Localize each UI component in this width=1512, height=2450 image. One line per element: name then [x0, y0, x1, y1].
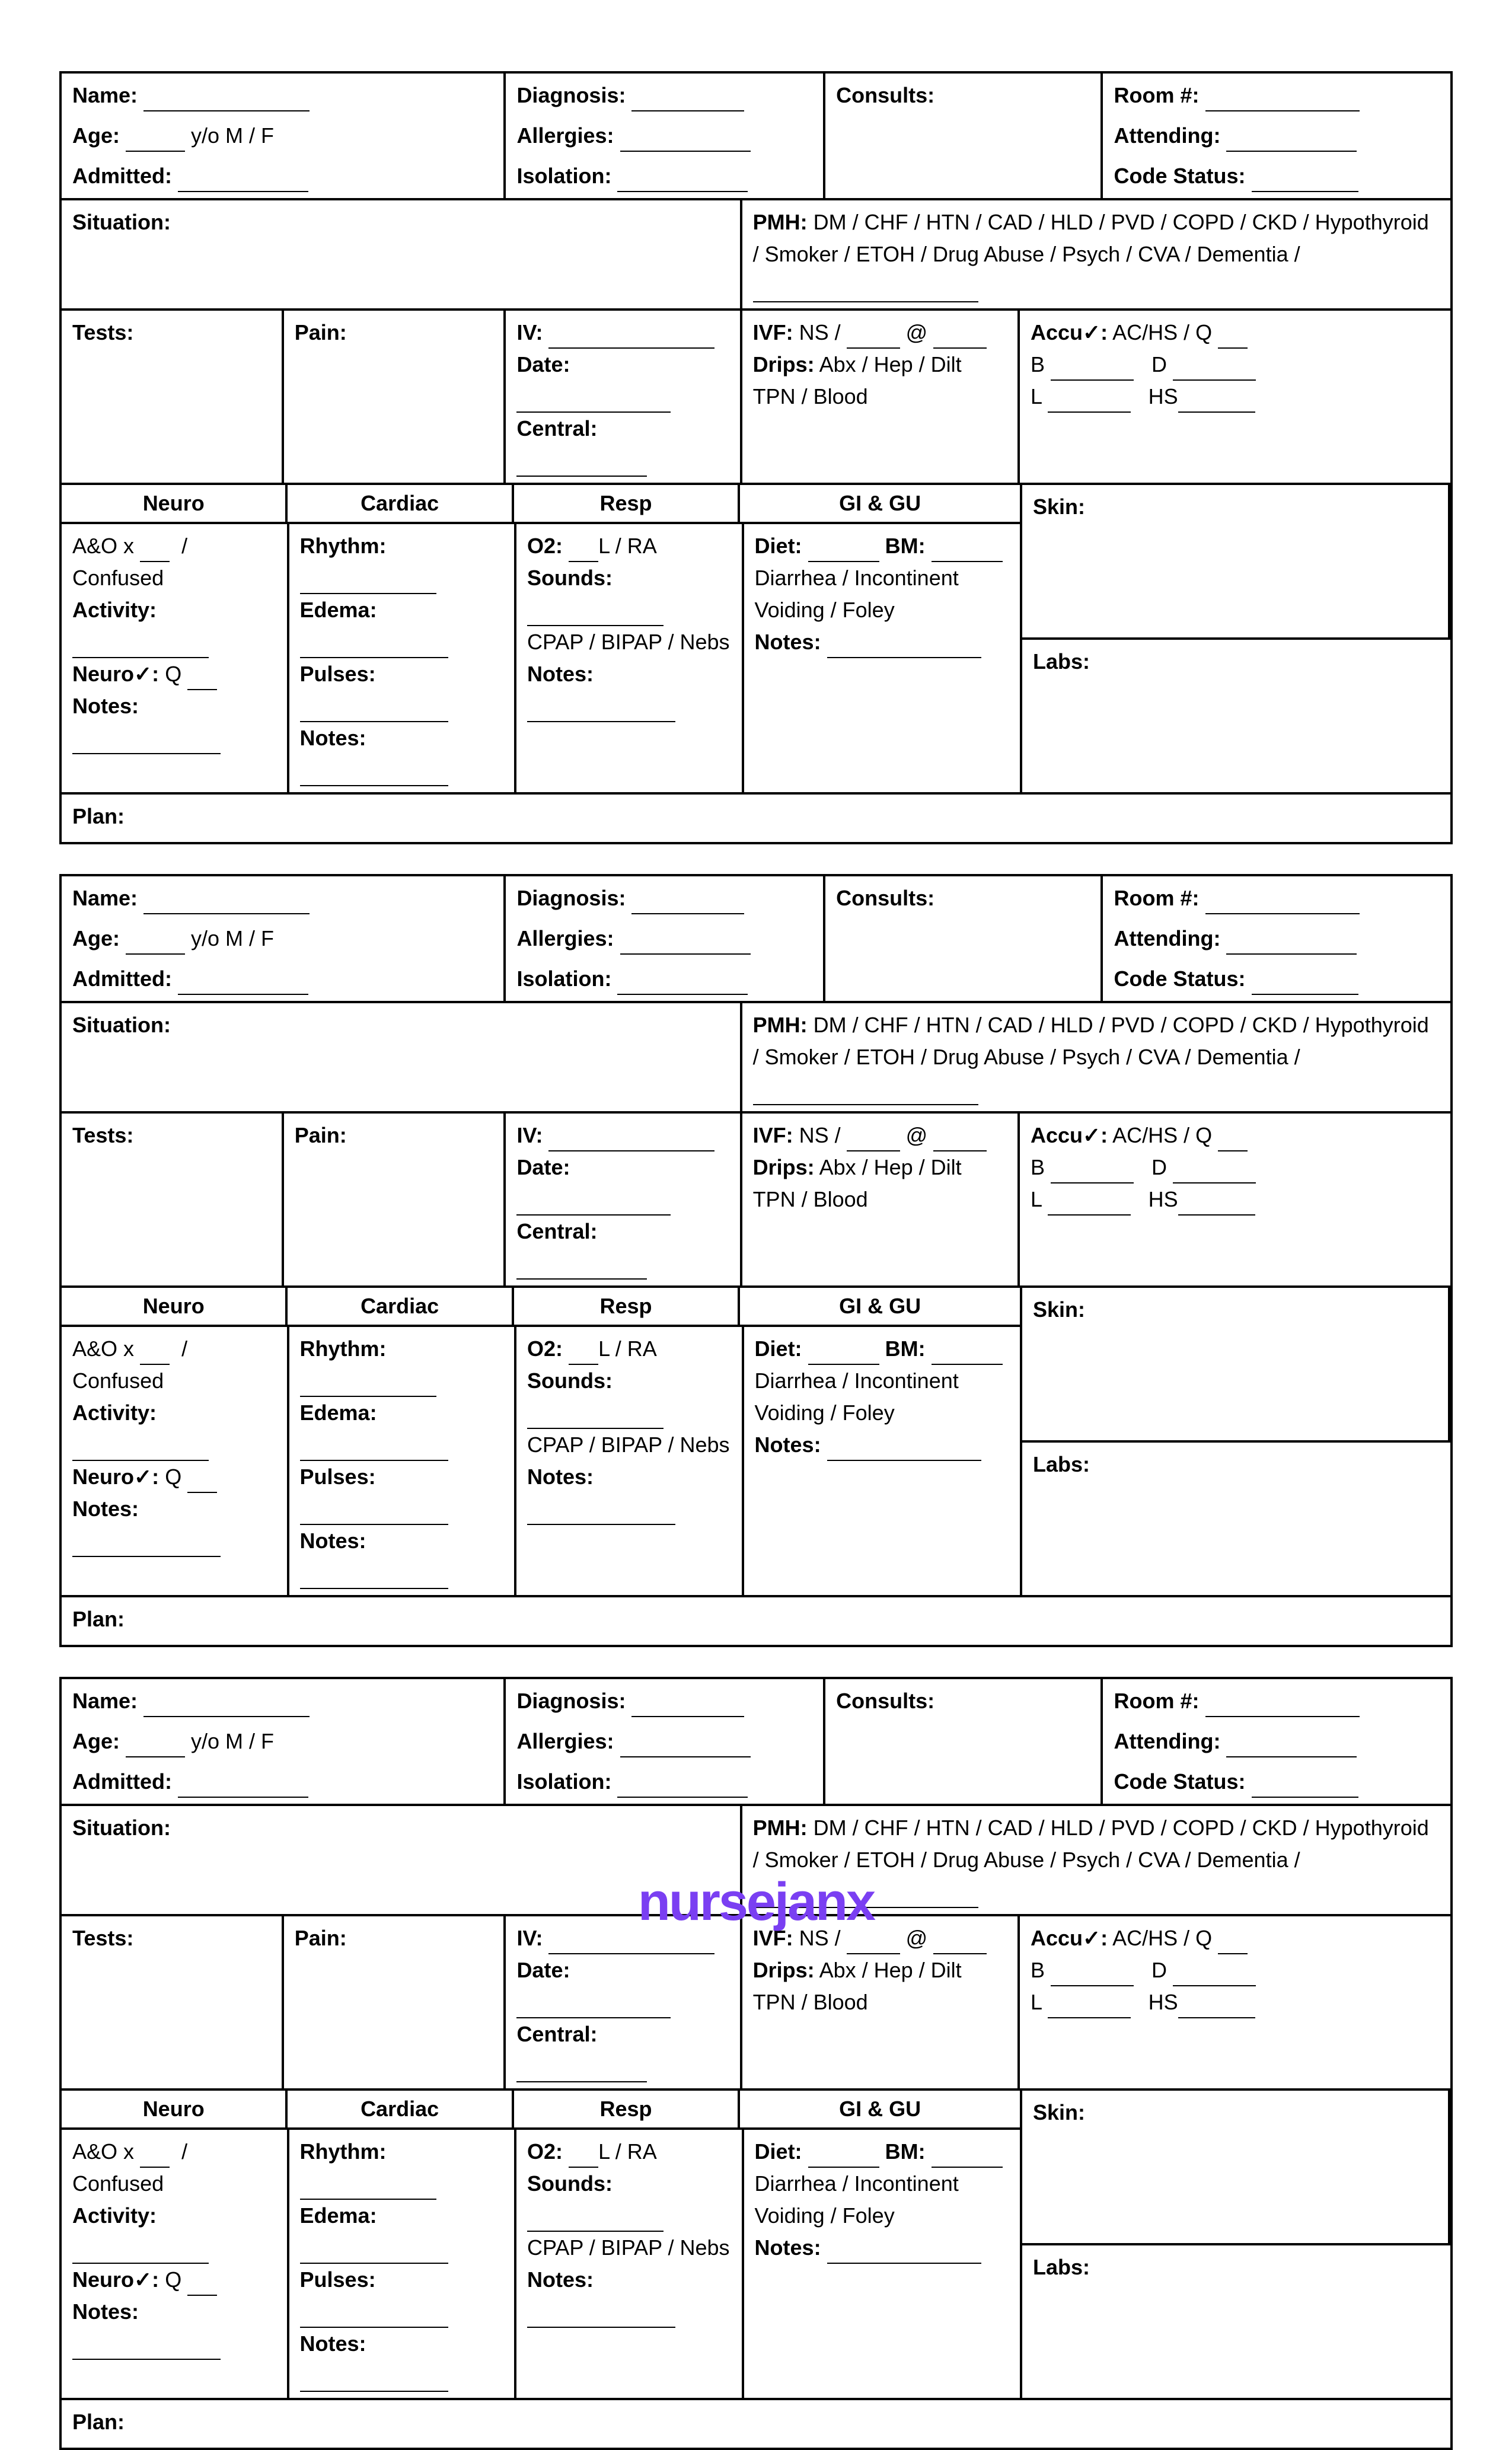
gigu-block: Diet: BM: Diarrhea / Incontinent Voiding… — [744, 524, 1020, 792]
cardiac-block: Rhythm: Edema: Pulses: Notes: — [289, 524, 517, 792]
room-block: Room #: Attending: Code Status: — [1103, 876, 1450, 1001]
labs-block: Labs: — [1022, 640, 1450, 795]
ivf-block: IVF: NS / @ Drips: Abx / Hep / Dilt TPN … — [742, 311, 1020, 483]
accu-block: Accu✓: AC/HS / Q B D L HS — [1020, 311, 1450, 483]
labs-block: Labs: — [1022, 1443, 1450, 1597]
cardiac-header: Cardiac — [288, 1288, 513, 1325]
labs-block: Labs: — [1022, 2245, 1450, 2400]
page: Name: Age: y/o M / F Admitted: Diagnosis… — [0, 0, 1512, 1957]
resp-block: O2: L / RA Sounds: CPAP / BIPAP / Nebs N… — [516, 524, 744, 792]
cardiac-header: Cardiac — [288, 485, 513, 522]
resp-header: Resp — [514, 2091, 740, 2127]
gigu-block: Diet: BM: Diarrhea / Incontinent Voiding… — [744, 2130, 1020, 2398]
tests-block: Tests: — [62, 311, 284, 483]
tests-block: Tests: — [62, 1114, 284, 1285]
patient-card: Name: Age: y/o M / F Admitted: Diagnosis… — [59, 874, 1453, 1647]
cardiac-header: Cardiac — [288, 2091, 513, 2127]
diagnosis-block: Diagnosis: Allergies: Isolation: — [506, 1679, 825, 1804]
situation-block: Situation: — [62, 200, 742, 308]
consults-block: Consults: — [825, 876, 1103, 1001]
tests-block: Tests: — [62, 1916, 284, 2088]
room-block: Room #: Attending: Code Status: — [1103, 74, 1450, 198]
neuro-block: A&O x / Confused Activity: Neuro✓: Q Not… — [62, 524, 289, 792]
cardiac-block: Rhythm: Edema: Pulses: Notes: — [289, 2130, 517, 2398]
pmh-block: PMH: DM / CHF / HTN / CAD / HLD / PVD / … — [742, 200, 1450, 308]
gigu-header: GI & GU — [740, 485, 1020, 522]
consults-block: Consults: — [825, 1679, 1103, 1804]
plan-block: Plan: — [62, 2400, 1450, 2448]
ivf-block: IVF: NS / @ Drips: Abx / Hep / Dilt TPN … — [742, 1916, 1020, 2088]
iv-block: IV: Date: Central: — [506, 1916, 742, 2088]
skin-block: Skin: — [1022, 1288, 1450, 1443]
demographics-left: Name: Age: y/o M / F Admitted: — [62, 876, 506, 1001]
gigu-header: GI & GU — [740, 1288, 1020, 1325]
logo: nursejanx — [0, 1872, 1512, 1933]
gigu-block: Diet: BM: Diarrhea / Incontinent Voiding… — [744, 1327, 1020, 1595]
diagnosis-block: Diagnosis: Allergies: Isolation: — [506, 74, 825, 198]
pain-block: Pain: — [284, 311, 506, 483]
iv-block: IV: Date: Central: — [506, 1114, 742, 1285]
patient-card: Name: Age: y/o M / F Admitted: Diagnosis… — [59, 1677, 1453, 2450]
accu-block: Accu✓: AC/HS / Q B D L HS — [1020, 1916, 1450, 2088]
neuro-block: A&O x / Confused Activity: Neuro✓: Q Not… — [62, 2130, 289, 2398]
skin-block: Skin: — [1022, 2091, 1450, 2245]
cardiac-block: Rhythm: Edema: Pulses: Notes: — [289, 1327, 517, 1595]
situation-block: Situation: — [62, 1003, 742, 1111]
patient-card: Name: Age: y/o M / F Admitted: Diagnosis… — [59, 71, 1453, 844]
plan-block: Plan: — [62, 795, 1450, 842]
room-block: Room #: Attending: Code Status: — [1103, 1679, 1450, 1804]
pain-block: Pain: — [284, 1916, 506, 2088]
consults-block: Consults: — [825, 74, 1103, 198]
resp-block: O2: L / RA Sounds: CPAP / BIPAP / Nebs N… — [516, 2130, 744, 2398]
resp-header: Resp — [514, 485, 740, 522]
accu-block: Accu✓: AC/HS / Q B D L HS — [1020, 1114, 1450, 1285]
neuro-header: Neuro — [62, 1288, 288, 1325]
pain-block: Pain: — [284, 1114, 506, 1285]
skin-block: Skin: — [1022, 485, 1450, 640]
ivf-block: IVF: NS / @ Drips: Abx / Hep / Dilt TPN … — [742, 1114, 1020, 1285]
neuro-header: Neuro — [62, 2091, 288, 2127]
neuro-header: Neuro — [62, 485, 288, 522]
demographics-left: Name: Age: y/o M / F Admitted: — [62, 74, 506, 198]
neuro-block: A&O x / Confused Activity: Neuro✓: Q Not… — [62, 1327, 289, 1595]
resp-block: O2: L / RA Sounds: CPAP / BIPAP / Nebs N… — [516, 1327, 744, 1595]
pmh-block: PMH: DM / CHF / HTN / CAD / HLD / PVD / … — [742, 1003, 1450, 1111]
plan-block: Plan: — [62, 1597, 1450, 1645]
iv-block: IV: Date: Central: — [506, 311, 742, 483]
resp-header: Resp — [514, 1288, 740, 1325]
demographics-left: Name: Age: y/o M / F Admitted: — [62, 1679, 506, 1804]
gigu-header: GI & GU — [740, 2091, 1020, 2127]
diagnosis-block: Diagnosis: Allergies: Isolation: — [506, 876, 825, 1001]
